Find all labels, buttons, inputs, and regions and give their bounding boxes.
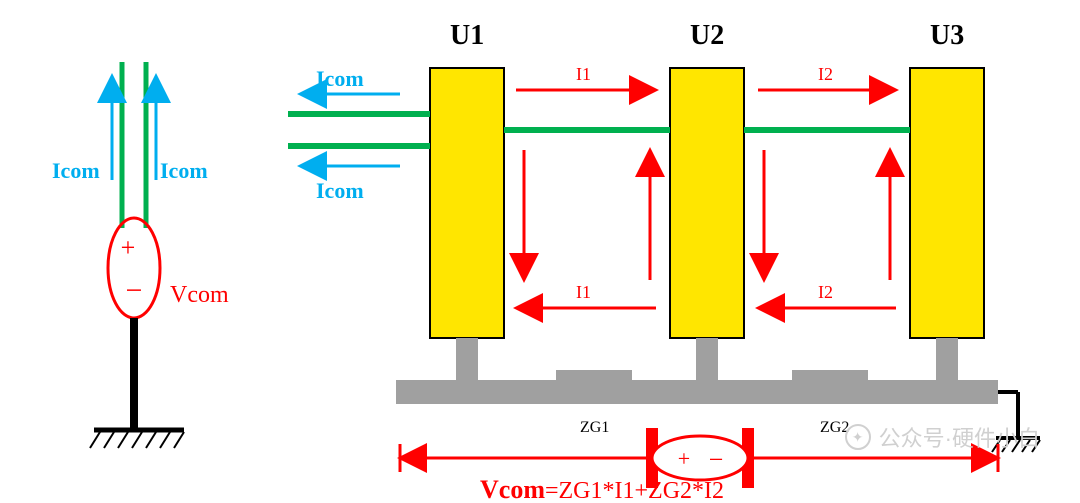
label-u1: U1 [450, 20, 484, 51]
label-u3: U3 [930, 20, 964, 51]
label-vcom: Vcom [170, 282, 229, 308]
watermark: ✦ 公众号·硬件小白 [845, 421, 1040, 453]
watermark-text: 公众号·硬件小白 [879, 421, 1040, 453]
vcom-plus: + [121, 233, 136, 262]
formula-vcom: Vcom [480, 475, 545, 503]
vcom-span-ellipse [652, 436, 748, 480]
ground-bar [396, 338, 998, 404]
label-icom-left: Icom [52, 158, 100, 183]
block-u2 [670, 68, 744, 338]
vcom-minus: − [126, 274, 143, 307]
label-u2: U2 [690, 20, 724, 51]
block-u3 [910, 68, 984, 338]
label-icom-top: Icom [316, 66, 364, 91]
diagram-container: Icom Icom + − Vcom U1 U2 U3 [0, 0, 1080, 503]
label-icom-right: Icom [160, 158, 208, 183]
ground-hatch-left [90, 432, 184, 448]
formula-rest: =ZG1*I1+ZG2*I2 [545, 478, 724, 503]
span-minus: − [709, 445, 724, 474]
label-i1-bot: I1 [576, 282, 591, 302]
left-circuit: Icom Icom + − Vcom [52, 62, 229, 448]
wechat-icon: ✦ [845, 424, 871, 450]
label-i1-top: I1 [576, 64, 591, 84]
label-i2-top: I2 [818, 64, 833, 84]
label-zg1: ZG1 [580, 419, 609, 436]
label-icom-bot: Icom [316, 178, 364, 203]
block-u1 [430, 68, 504, 338]
span-plus: + [678, 446, 690, 471]
ground-post [130, 318, 138, 430]
formula: Vcom=ZG1*I1+ZG2*I2 [480, 475, 724, 503]
label-i2-bot: I2 [818, 282, 833, 302]
